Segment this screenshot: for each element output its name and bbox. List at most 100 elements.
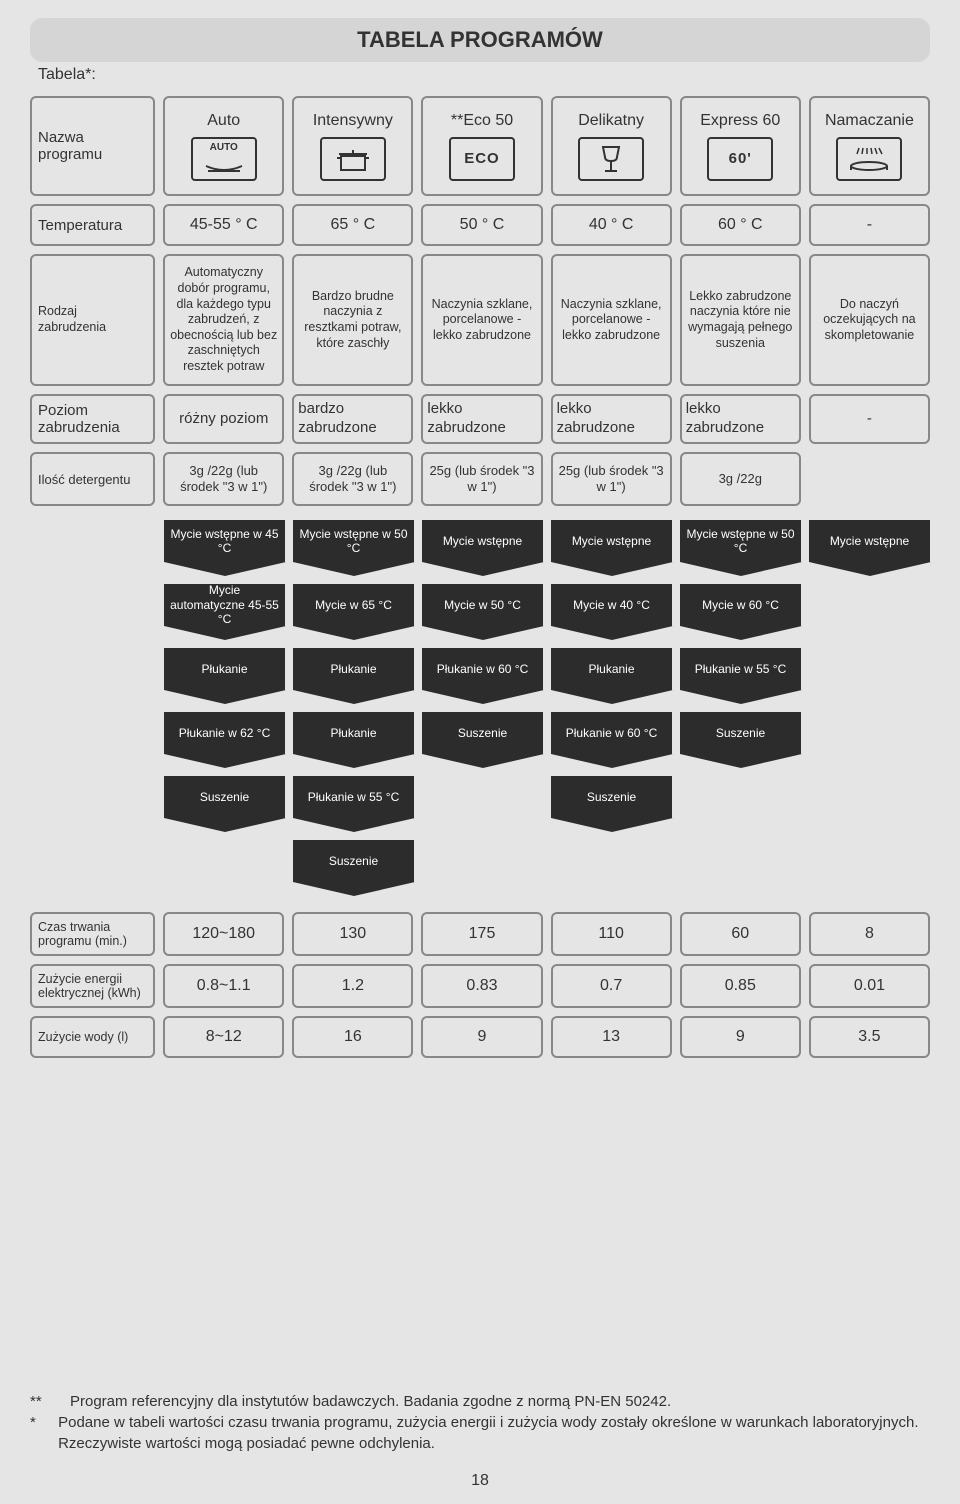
prog-name: Auto bbox=[207, 111, 240, 131]
footnote-a-mark: ** bbox=[30, 1391, 70, 1412]
cell-soil: Lekko zabrudzone naczynia które nie wyma… bbox=[680, 254, 801, 386]
glass-icon bbox=[578, 137, 644, 181]
cell-duration: 175 bbox=[421, 912, 542, 956]
cell-energy: 0.8~1.1 bbox=[163, 964, 284, 1008]
step-chevron: Mycie w 50 °C bbox=[422, 584, 543, 626]
step-chevron: Suszenie bbox=[422, 712, 543, 754]
step-chevron: Mycie w 65 °C bbox=[293, 584, 414, 626]
step-chevron: Mycie w 40 °C bbox=[551, 584, 672, 626]
step-chevron: Mycie automatyczne 45-55 °C bbox=[164, 584, 285, 626]
cell-water: 9 bbox=[680, 1016, 801, 1058]
cell-soil: Naczynia szklane, porcelanowe - lekko za… bbox=[551, 254, 672, 386]
step-chevron: Płukanie w 62 °C bbox=[164, 712, 285, 754]
prog-name: Namaczanie bbox=[825, 111, 914, 131]
label-duration: Czas trwania programu (min.) bbox=[30, 912, 155, 956]
cell-detergent: 3g /22g (lub środek "3 w 1") bbox=[163, 452, 284, 506]
prog-name: Intensywny bbox=[313, 111, 393, 131]
cell-temp: 60 ° C bbox=[680, 204, 801, 246]
tabela-label: Tabela*: bbox=[38, 66, 930, 84]
cell-detergent: 25g (lub środek "3 w 1") bbox=[421, 452, 542, 506]
cell-water: 13 bbox=[551, 1016, 672, 1058]
label-program: Nazwa programu bbox=[30, 96, 155, 196]
auto-icon: AUTO bbox=[191, 137, 257, 181]
step-row: Płukanie w 62 °CPłukanieSuszeniePłukanie… bbox=[30, 712, 930, 754]
cell-water: 3.5 bbox=[809, 1016, 930, 1058]
page-number: 18 bbox=[0, 1472, 960, 1490]
cell-soil: Naczynia szklane, porcelanowe - lekko za… bbox=[421, 254, 542, 386]
prog-express: Express 60 60' bbox=[680, 96, 801, 196]
pot-icon bbox=[320, 137, 386, 181]
step-chevron: Płukanie w 55 °C bbox=[293, 776, 414, 818]
shower-icon bbox=[836, 137, 902, 181]
cell-level: lekko zabrudzone bbox=[680, 394, 801, 444]
step-chevron: Mycie wstępne bbox=[422, 520, 543, 562]
row-water: Zużycie wody (l) 8~12 16 9 13 9 3.5 bbox=[30, 1016, 930, 1058]
step-chevron: Suszenie bbox=[164, 776, 285, 818]
footnote-b-mark: * bbox=[30, 1412, 58, 1454]
prog-namaczanie: Namaczanie bbox=[809, 96, 930, 196]
cell-water: 9 bbox=[421, 1016, 542, 1058]
step-chevron: Płukanie bbox=[551, 648, 672, 690]
cell-temp: 50 ° C bbox=[421, 204, 542, 246]
step-row: PłukaniePłukaniePłukanie w 60 °CPłukanie… bbox=[30, 648, 930, 690]
footnote-a-text: Program referencyjny dla instytutów bada… bbox=[70, 1391, 671, 1412]
step-chevron: Płukanie bbox=[293, 648, 414, 690]
sixty-icon: 60' bbox=[707, 137, 773, 181]
label-temp: Temperatura bbox=[30, 204, 155, 246]
label-soil: Rodzaj zabrudzenia bbox=[30, 254, 155, 386]
cell-energy: 0.01 bbox=[809, 964, 930, 1008]
cell-duration: 120~180 bbox=[163, 912, 284, 956]
label-level: Poziom zabrudzenia bbox=[30, 394, 155, 444]
cell-level: - bbox=[809, 394, 930, 444]
cell-energy: 1.2 bbox=[292, 964, 413, 1008]
step-chevron: Płukanie bbox=[293, 712, 414, 754]
prog-auto: Auto AUTO bbox=[163, 96, 284, 196]
cell-level: bardzo zabrudzone bbox=[292, 394, 413, 444]
cell-duration: 110 bbox=[551, 912, 672, 956]
prog-delikatny: Delikatny bbox=[551, 96, 672, 196]
cell-water: 16 bbox=[292, 1016, 413, 1058]
prog-intensywny: Intensywny bbox=[292, 96, 413, 196]
cell-soil: Bardzo brudne naczynia z resztkami potra… bbox=[292, 254, 413, 386]
cell-energy: 0.83 bbox=[421, 964, 542, 1008]
step-chevron: Suszenie bbox=[680, 712, 801, 754]
eco-icon: ECO bbox=[449, 137, 515, 181]
row-energy: Zużycie energii elektrycznej (kWh) 0.8~1… bbox=[30, 964, 930, 1008]
cell-detergent: 3g /22g (lub środek "3 w 1") bbox=[292, 452, 413, 506]
footnotes: **Program referencyjny dla instytutów ba… bbox=[30, 1391, 930, 1454]
step-chevron: Mycie wstępne bbox=[809, 520, 930, 562]
step-chevron: Mycie wstępne bbox=[551, 520, 672, 562]
row-level: Poziom zabrudzenia różny poziom bardzo z… bbox=[30, 394, 930, 444]
cell-duration: 130 bbox=[292, 912, 413, 956]
step-row: Mycie wstępne w 45 °CMycie wstępne w 50 … bbox=[30, 520, 930, 562]
cell-level: lekko zabrudzone bbox=[551, 394, 672, 444]
cell-temp: 65 ° C bbox=[292, 204, 413, 246]
cell-detergent: 25g (lub środek "3 w 1") bbox=[551, 452, 672, 506]
page-title-bar: TABELA PROGRAMÓW bbox=[30, 18, 930, 62]
step-chevron: Suszenie bbox=[293, 840, 414, 882]
cell-detergent-empty bbox=[809, 452, 930, 506]
step-chevron: Płukanie w 60 °C bbox=[422, 648, 543, 690]
cell-water: 8~12 bbox=[163, 1016, 284, 1058]
row-programs: Nazwa programu Auto AUTO Intensywny **Ec… bbox=[30, 96, 930, 196]
prog-eco: **Eco 50 ECO bbox=[421, 96, 542, 196]
step-chevron: Płukanie w 60 °C bbox=[551, 712, 672, 754]
prog-name: **Eco 50 bbox=[451, 111, 513, 131]
footnote-b-text: Podane w tabeli wartości czasu trwania p… bbox=[58, 1412, 930, 1454]
label-detergent: Ilość detergentu bbox=[30, 452, 155, 506]
step-chevron: Mycie wstępne w 50 °C bbox=[293, 520, 414, 562]
cell-energy: 0.85 bbox=[680, 964, 801, 1008]
cell-duration: 60 bbox=[680, 912, 801, 956]
cell-level: różny poziom bbox=[163, 394, 284, 444]
step-row: Suszenie bbox=[30, 840, 930, 882]
step-chevron: Mycie wstępne w 50 °C bbox=[680, 520, 801, 562]
cell-duration: 8 bbox=[809, 912, 930, 956]
label-energy: Zużycie energii elektrycznej (kWh) bbox=[30, 964, 155, 1008]
cell-soil: Automatyczny dobór programu, dla każdego… bbox=[163, 254, 284, 386]
cell-energy: 0.7 bbox=[551, 964, 672, 1008]
cell-detergent: 3g /22g bbox=[680, 452, 801, 506]
row-temperature: Temperatura 45-55 ° C 65 ° C 50 ° C 40 °… bbox=[30, 204, 930, 246]
step-row: SuszeniePłukanie w 55 °CSuszenie bbox=[30, 776, 930, 818]
cell-temp: 45-55 ° C bbox=[163, 204, 284, 246]
label-water: Zużycie wody (l) bbox=[30, 1016, 155, 1058]
